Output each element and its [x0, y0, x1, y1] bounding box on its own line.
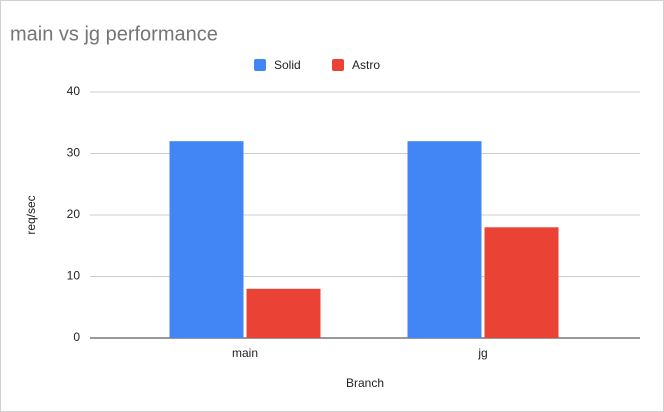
legend-label: Solid [274, 58, 301, 72]
x-tick-label: main [232, 346, 258, 360]
bar [407, 141, 482, 338]
y-tick-label: 0 [73, 330, 80, 344]
chart-title: main vs jg performance [10, 23, 218, 45]
y-tick-label: 40 [67, 84, 81, 98]
legend-swatch [254, 59, 266, 71]
bar [484, 227, 559, 338]
y-tick-label: 30 [67, 146, 81, 160]
bar [169, 141, 244, 338]
y-axis-label: req/sec [24, 195, 38, 234]
y-tick-label: 20 [67, 207, 81, 221]
y-tick-label: 10 [67, 269, 81, 283]
x-tick-label: jg [477, 346, 487, 360]
x-axis-label: Branch [346, 376, 384, 390]
bar [246, 288, 321, 338]
legend-label: Astro [352, 58, 380, 72]
legend-swatch [332, 59, 344, 71]
